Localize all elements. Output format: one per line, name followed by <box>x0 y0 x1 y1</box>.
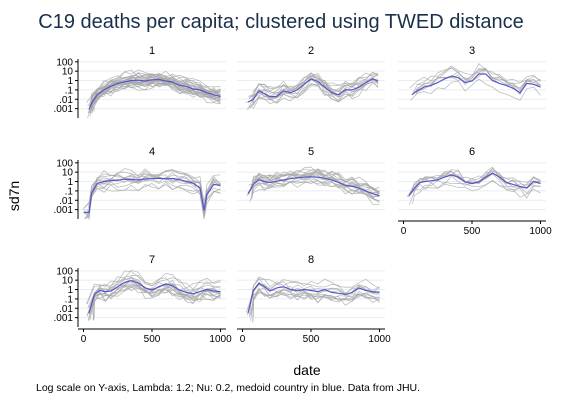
member-series-line <box>249 171 380 194</box>
member-series-line <box>86 270 221 305</box>
medoid-series-line <box>83 177 221 214</box>
member-series-line <box>251 179 380 202</box>
member-series-line <box>86 72 221 103</box>
x-tick-label: 500 <box>464 226 481 237</box>
member-series-line <box>417 65 541 85</box>
x-tick-label: 500 <box>144 334 161 345</box>
chart-title: C19 deaths per capita; clustered using T… <box>38 11 523 33</box>
member-series-line <box>415 69 541 96</box>
member-series-line <box>89 77 221 113</box>
medoid-series-line <box>88 279 221 314</box>
x-tick-label: 0 <box>401 226 407 237</box>
y-tick-label: .001 <box>54 313 74 324</box>
panel-8: 8 0 500 1000 <box>237 254 391 345</box>
member-series-line <box>408 167 541 194</box>
member-series-line <box>252 80 379 104</box>
panel-header-5: 5 <box>308 146 314 158</box>
member-series-line <box>416 66 541 92</box>
y-tick-label: 10 <box>62 168 74 179</box>
panel-header-4: 4 <box>149 146 155 158</box>
y-axis-title: sd7n <box>6 181 22 211</box>
member-series-line <box>91 276 221 315</box>
panel-header-7: 7 <box>149 254 155 266</box>
y-tick-label: 10 <box>62 67 74 78</box>
member-series-line <box>247 72 379 97</box>
member-series-line <box>252 71 379 93</box>
y-tick-label: .001 <box>54 205 74 216</box>
panel-2: 2 <box>237 45 385 118</box>
member-series-line <box>84 176 221 219</box>
chart-note: Log scale on Y-axis, Lambda: 1.2; Nu: 0.… <box>36 382 420 394</box>
member-series-line <box>92 284 221 321</box>
y-tick-label: 1 <box>67 177 73 188</box>
panel-header-1: 1 <box>149 45 155 57</box>
member-series-line <box>249 278 380 310</box>
y-tick-label: 1 <box>67 285 73 296</box>
y-tick-label: 100 <box>56 158 73 169</box>
member-series-line <box>249 74 379 102</box>
y-tick-label: 1 <box>67 76 73 87</box>
y-tick-label: 10 <box>62 276 74 287</box>
member-series-line <box>88 72 221 110</box>
panel-header-3: 3 <box>469 45 475 57</box>
medoid-series-line <box>411 73 541 96</box>
member-series-line <box>409 63 541 89</box>
member-series-line <box>246 81 379 111</box>
panel-5: 5 <box>237 146 385 219</box>
x-tick-label: 500 <box>303 334 320 345</box>
member-series-line <box>88 286 221 322</box>
y-tick-label: 100 <box>56 266 73 277</box>
member-series-line <box>91 78 221 112</box>
medoid-series-line <box>247 78 379 103</box>
panel-6: 6 0 500 1000 <box>398 146 552 237</box>
x-tick-label: 1000 <box>209 334 232 345</box>
medoid-series-line <box>408 172 541 197</box>
member-series-line <box>87 82 221 114</box>
x-tick-label: 0 <box>81 334 87 345</box>
member-series-line <box>86 181 221 220</box>
member-series-line <box>252 168 380 193</box>
y-tick-label: .01 <box>59 304 73 315</box>
y-tick-label: .1 <box>65 85 74 96</box>
y-tick-label: .1 <box>65 294 74 305</box>
member-series-line <box>249 276 380 307</box>
member-series-line <box>253 288 380 317</box>
x-tick-label: 1000 <box>529 226 552 237</box>
x-tick-label: 1000 <box>368 334 391 345</box>
medoid-series-line <box>88 78 221 110</box>
member-series-line <box>410 78 541 101</box>
y-tick-label: 100 <box>56 57 73 68</box>
y-tick-label: .01 <box>59 95 73 106</box>
member-series-line <box>91 72 221 105</box>
panel-header-6: 6 <box>469 146 475 158</box>
member-series-line <box>249 277 380 316</box>
y-tick-label: .01 <box>59 196 73 207</box>
medoid-series-line <box>247 176 380 197</box>
medoid-series-line <box>247 282 380 314</box>
member-series-line <box>249 290 380 317</box>
member-series-line <box>89 80 221 117</box>
x-axis-title: date <box>293 362 320 378</box>
x-tick-label: 0 <box>240 334 246 345</box>
member-series-line <box>83 169 221 209</box>
y-tick-label: .1 <box>65 186 74 197</box>
y-tick-label: .001 <box>54 104 74 115</box>
member-series-line <box>408 180 541 205</box>
panel-3: 3 <box>398 45 546 118</box>
member-series-line <box>246 171 380 198</box>
member-series-line <box>249 181 380 206</box>
panel-header-2: 2 <box>308 45 314 57</box>
panel-header-8: 8 <box>308 254 314 266</box>
